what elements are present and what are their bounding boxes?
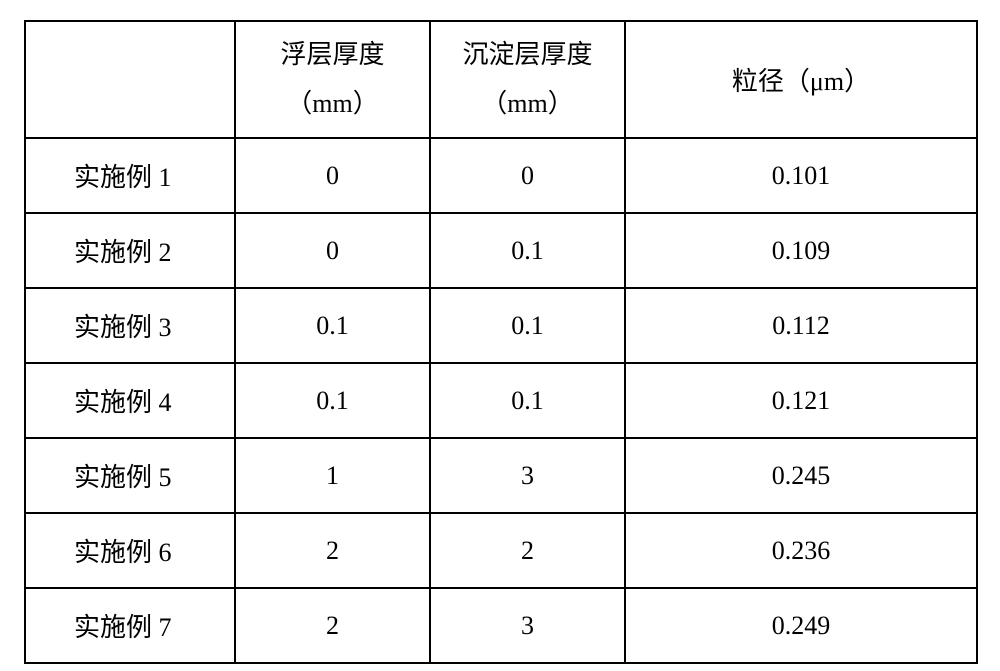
row-label: 实施例 1 <box>25 138 235 213</box>
row-label: 实施例 4 <box>25 363 235 438</box>
cell-particle-size: 0.121 <box>625 363 977 438</box>
data-table: 浮层厚度 （mm） 沉淀层厚度 （mm） 粒径（μm） 实施例 1 0 <box>24 20 978 664</box>
table-row: 实施例 4 0.1 0.1 0.121 <box>25 363 977 438</box>
cell-particle-size: 0.236 <box>625 513 977 588</box>
table-row: 实施例 5 1 3 0.245 <box>25 438 977 513</box>
cell-sediment-thickness: 0.1 <box>430 213 625 288</box>
table-row: 实施例 6 2 2 0.236 <box>25 513 977 588</box>
cell-float-thickness: 2 <box>235 588 430 663</box>
cell-particle-size: 0.249 <box>625 588 977 663</box>
cell-sediment-thickness: 0.1 <box>430 288 625 363</box>
row-label: 实施例 2 <box>25 213 235 288</box>
page: 浮层厚度 （mm） 沉淀层厚度 （mm） 粒径（μm） 实施例 1 0 <box>0 0 1000 671</box>
cell-float-thickness: 0.1 <box>235 363 430 438</box>
cell-particle-size: 0.112 <box>625 288 977 363</box>
cell-sediment-thickness: 2 <box>430 513 625 588</box>
header-particle-size: 粒径（μm） <box>625 21 977 138</box>
table-row: 实施例 3 0.1 0.1 0.112 <box>25 288 977 363</box>
cell-sediment-thickness: 0.1 <box>430 363 625 438</box>
cell-sediment-thickness: 0 <box>430 138 625 213</box>
header-float-thickness: 浮层厚度 （mm） <box>235 21 430 138</box>
table-row: 实施例 2 0 0.1 0.109 <box>25 213 977 288</box>
header-sediment-thickness-line2: （mm） <box>462 80 592 128</box>
table-row: 实施例 1 0 0 0.101 <box>25 138 977 213</box>
table-body: 实施例 1 0 0 0.101 实施例 2 0 0.1 0.109 实施例 3 … <box>25 138 977 663</box>
cell-float-thickness: 0 <box>235 138 430 213</box>
table-row: 实施例 7 2 3 0.249 <box>25 588 977 663</box>
cell-sediment-thickness: 3 <box>430 588 625 663</box>
cell-float-thickness: 0 <box>235 213 430 288</box>
cell-particle-size: 0.109 <box>625 213 977 288</box>
cell-float-thickness: 2 <box>235 513 430 588</box>
header-float-thickness-line1: 浮层厚度 <box>280 31 384 79</box>
row-label: 实施例 3 <box>25 288 235 363</box>
cell-float-thickness: 0.1 <box>235 288 430 363</box>
header-sediment-thickness: 沉淀层厚度 （mm） <box>430 21 625 138</box>
row-label: 实施例 5 <box>25 438 235 513</box>
row-label: 实施例 6 <box>25 513 235 588</box>
header-float-thickness-line2: （mm） <box>280 80 384 128</box>
header-blank <box>25 21 235 138</box>
cell-particle-size: 0.101 <box>625 138 977 213</box>
table-header: 浮层厚度 （mm） 沉淀层厚度 （mm） 粒径（μm） <box>25 21 977 138</box>
cell-float-thickness: 1 <box>235 438 430 513</box>
cell-sediment-thickness: 3 <box>430 438 625 513</box>
header-sediment-thickness-line1: 沉淀层厚度 <box>462 31 592 79</box>
header-particle-size-label: 粒径（μm） <box>732 67 870 96</box>
cell-particle-size: 0.245 <box>625 438 977 513</box>
row-label: 实施例 7 <box>25 588 235 663</box>
header-row: 浮层厚度 （mm） 沉淀层厚度 （mm） 粒径（μm） <box>25 21 977 138</box>
